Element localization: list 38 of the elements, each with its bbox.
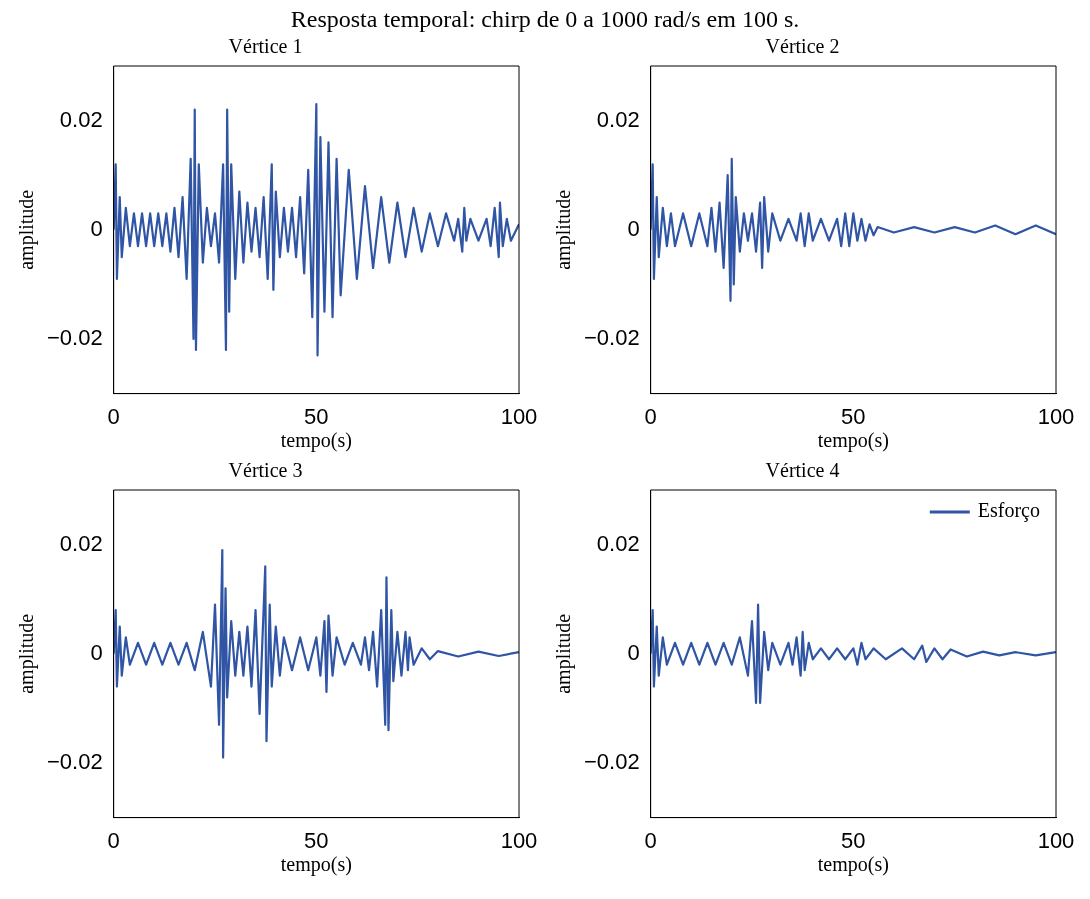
x-axis-title: tempo(s): [817, 429, 889, 453]
x-tick-label: 0: [107, 827, 120, 853]
x-tick-label: 50: [841, 403, 866, 429]
y-tick-label: 0.02: [596, 530, 640, 556]
x-tick-label: 100: [500, 827, 538, 853]
x-axis-title: tempo(s): [280, 429, 352, 453]
y-tick-label: 0.02: [59, 106, 103, 132]
x-tick-label: 100: [500, 403, 538, 429]
y-tick-label: −0.02: [46, 325, 103, 351]
y-tick-label: 0: [90, 639, 103, 665]
y-tick-label: 0.02: [59, 530, 103, 556]
y-axis-title: amplitude: [15, 189, 39, 270]
chart-title: Vértice 4: [765, 459, 840, 482]
x-tick-label: 100: [1037, 827, 1075, 853]
x-tick-label: 50: [304, 827, 329, 853]
x-tick-label: 50: [841, 827, 866, 853]
y-axis-title: amplitude: [552, 189, 576, 270]
y-tick-label: 0: [627, 639, 640, 665]
x-axis-title: tempo(s): [817, 853, 889, 877]
x-tick-label: 0: [644, 403, 657, 429]
legend-label: Esforço: [977, 499, 1041, 523]
y-tick-label: −0.02: [583, 749, 640, 775]
x-tick-label: 0: [644, 827, 657, 853]
y-tick-label: 0.02: [596, 106, 640, 132]
x-axis-title: tempo(s): [280, 853, 352, 877]
y-axis-title: amplitude: [15, 613, 39, 694]
chart-title: Vértice 3: [228, 459, 303, 482]
x-tick-label: 0: [107, 403, 120, 429]
chart-title: Vértice 2: [765, 35, 840, 58]
y-tick-label: −0.02: [583, 325, 640, 351]
y-tick-label: −0.02: [46, 749, 103, 775]
x-tick-label: 100: [1037, 403, 1075, 429]
y-tick-label: 0: [627, 215, 640, 241]
y-tick-label: 0: [90, 215, 103, 241]
text: Resposta temporal: chirp de 0 a 1000 rad/s em 100 s.: [289, 5, 801, 34]
chart-title: Vértice 1: [228, 35, 303, 58]
y-axis-title: amplitude: [552, 613, 576, 694]
x-tick-label: 50: [304, 403, 329, 429]
